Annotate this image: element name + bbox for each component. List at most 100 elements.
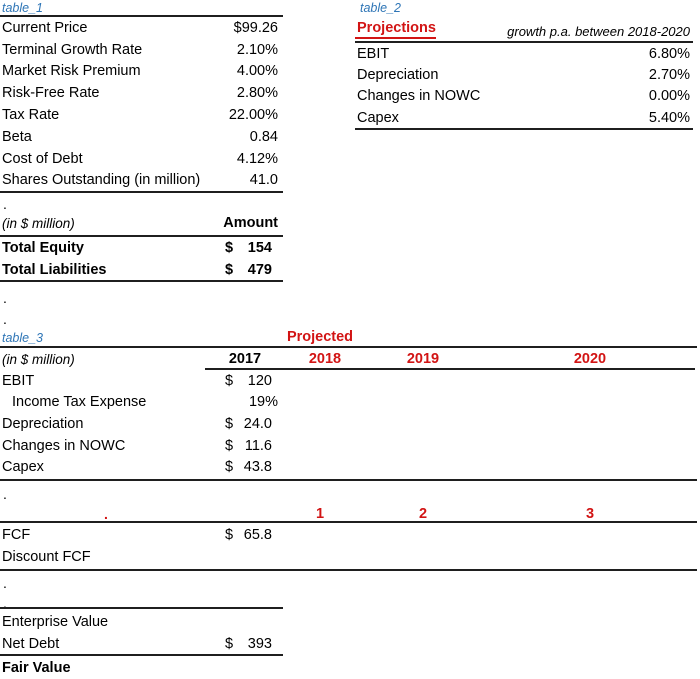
- row-label: Depreciation: [357, 66, 439, 83]
- currency-symbol: $: [225, 415, 234, 432]
- table-row-beta: Beta 0.84: [0, 126, 283, 148]
- row-label: Risk-Free Rate: [2, 85, 100, 102]
- table-row-nowc-growth: Changes in NOWC 0.00%: [355, 86, 693, 107]
- row-label: Total Liabilities: [2, 262, 107, 278]
- table3-label: table_3: [2, 331, 44, 345]
- row-label: Current Price: [2, 19, 88, 36]
- row-label: Enterprise Value: [2, 614, 109, 630]
- table-row-cost-of-debt: Cost of Debt 4.12%: [0, 148, 283, 170]
- table3-yearheader-border: [205, 368, 695, 370]
- table1-bottom-border: [0, 191, 283, 193]
- row-value: 41.0: [249, 172, 278, 189]
- row-value: 22.00%: [228, 107, 278, 124]
- row-amount: $11.6: [225, 438, 272, 454]
- filler-dot: .: [3, 311, 7, 327]
- row-label: Capex: [357, 109, 399, 126]
- row-amount: $154: [225, 240, 272, 256]
- growth-note: growth p.a. between 2018-2020: [507, 24, 690, 39]
- row-label: Shares Outstanding (in million): [2, 172, 201, 189]
- row-value: 479: [247, 262, 272, 278]
- period-row-border: [0, 521, 697, 523]
- row-value: 5.40%: [648, 109, 690, 126]
- period-1: 1: [315, 506, 325, 522]
- row-label: Capex: [2, 459, 44, 476]
- currency-symbol: $: [225, 527, 234, 543]
- balance-header-row: (in $ million) Amount: [0, 212, 283, 234]
- fcf-bottom-border: [0, 569, 697, 571]
- row-value: 6.80%: [648, 45, 690, 62]
- row-label: EBIT: [357, 45, 390, 62]
- table-row-tax-rate: Tax Rate 22.00%: [0, 104, 283, 126]
- row-value: 0.84: [249, 128, 278, 145]
- table-row-risk-free-rate: Risk-Free Rate 2.80%: [0, 82, 283, 104]
- row-amount: $120: [225, 373, 272, 389]
- table1-label: table_1: [2, 1, 44, 15]
- row-label: FCF: [2, 527, 31, 543]
- unit-note: (in $ million): [2, 352, 75, 367]
- row-value: 4.12%: [236, 150, 278, 167]
- table-row-discount-fcf: Discount FCF: [0, 546, 283, 568]
- currency-symbol: $: [225, 437, 234, 454]
- row-value: 2.80%: [236, 85, 278, 102]
- table-row-current-price: Current Price $99.26: [0, 17, 283, 39]
- table1-top-border: [0, 15, 283, 17]
- row-label: EBIT: [2, 372, 35, 389]
- table-row-ebit-growth: EBIT 6.80%: [355, 43, 693, 64]
- valuation-divider: [0, 654, 283, 656]
- balance-header-border: [0, 235, 283, 237]
- row-label: Changes in NOWC: [2, 437, 126, 454]
- row-label: Depreciation: [2, 415, 84, 432]
- table2-label: table_2: [360, 1, 402, 15]
- row-value: 65.8: [243, 527, 272, 543]
- period-3: 3: [585, 506, 595, 522]
- table-row-enterprise-value: Enterprise Value: [0, 611, 283, 633]
- row-value: 43.8: [243, 459, 272, 476]
- currency-symbol: $: [225, 372, 234, 389]
- row-amount: $24.0: [225, 416, 272, 432]
- table-row-shares-outstanding: Shares Outstanding (in million) 41.0: [0, 170, 283, 192]
- row-value: 4.00%: [236, 63, 278, 80]
- table-row-total-equity: Total Equity $154: [0, 237, 283, 259]
- filler-dot: .: [3, 486, 7, 502]
- currency-symbol: $: [225, 459, 234, 476]
- row-value: 24.0: [243, 415, 272, 432]
- row-value: 154: [247, 240, 272, 256]
- filler-dot: .: [3, 290, 7, 306]
- table-row-capex: Capex $43.8: [0, 456, 283, 478]
- row-label: Beta: [2, 128, 32, 145]
- row-value: 393: [247, 636, 272, 652]
- currency-symbol: $: [225, 262, 234, 278]
- table-row-terminal-growth: Terminal Growth Rate 2.10%: [0, 39, 283, 61]
- filler-dot: .: [3, 196, 7, 212]
- table2-bottom-border: [355, 128, 693, 130]
- row-value: 120: [247, 372, 272, 389]
- table2-header-row: Projections growth p.a. between 2018-202…: [355, 19, 693, 39]
- balance-bottom-border: [0, 280, 283, 282]
- year-header-2020: 2020: [573, 351, 607, 367]
- row-label: Tax Rate: [2, 107, 60, 124]
- table-row-total-liabilities: Total Liabilities $479: [0, 259, 283, 281]
- table-row-changes-nowc: Changes in NOWC $11.6: [0, 435, 283, 457]
- row-amount: $393: [225, 636, 272, 652]
- row-value: 2.10%: [236, 41, 278, 58]
- filler-dot: .: [3, 595, 7, 611]
- projected-banner: Projected: [286, 329, 354, 345]
- row-label: Discount FCF: [2, 549, 91, 565]
- row-label: Net Debt: [2, 636, 60, 652]
- table-row-fair-value: Fair Value: [0, 658, 283, 678]
- row-value: 0.00%: [648, 88, 690, 105]
- year-header-2019: 2019: [406, 351, 440, 367]
- row-amount: $43.8: [225, 459, 272, 475]
- row-value: $99.26: [233, 19, 278, 36]
- valuation-top-border: [0, 607, 283, 609]
- table-row-ebit: EBIT $120: [0, 370, 283, 392]
- row-amount: $479: [225, 262, 272, 278]
- row-label: Fair Value: [2, 660, 71, 676]
- currency-symbol: $: [225, 240, 234, 256]
- row-label: Changes in NOWC: [357, 88, 481, 105]
- table-row-fcf: FCF $65.8: [0, 524, 283, 546]
- row-label: Income Tax Expense: [12, 394, 147, 411]
- table3-body-border: [0, 479, 697, 481]
- year-header-2017: 2017: [228, 351, 262, 367]
